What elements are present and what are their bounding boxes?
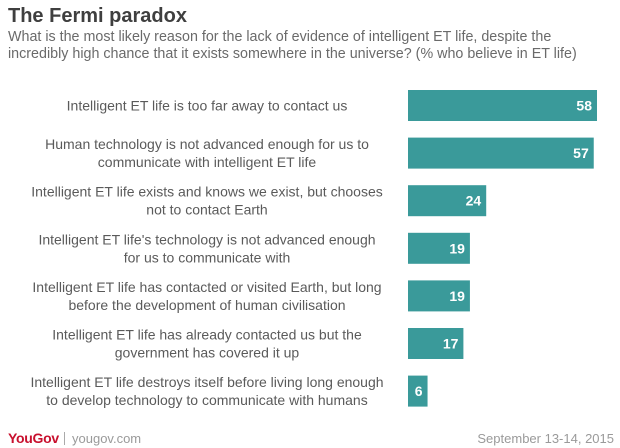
footer-date: September 13-14, 2015 (477, 431, 614, 446)
category-label: Human technology is not advanced enough … (45, 136, 369, 170)
yougov-logo: YouGov (8, 430, 59, 446)
bar-value-label: 6 (415, 383, 423, 399)
category-label-line: before the development of human civilisa… (68, 297, 345, 313)
footer: YouGov yougov.com September 13-14, 2015 (8, 430, 614, 448)
category-label-line: Intelligent ET life has contacted or vis… (32, 279, 381, 295)
category-label-line: government has covered it up (115, 345, 300, 361)
category-label-line: not to contact Earth (146, 202, 267, 218)
category-label: Intelligent ET life has contacted or vis… (32, 279, 381, 313)
category-label-line: Intelligent ET life exists and knows we … (31, 184, 382, 200)
bar-value-label: 58 (576, 98, 592, 114)
bar-chart: Intelligent ET life is too far away to c… (30, 90, 597, 408)
bar-value-label: 17 (443, 336, 459, 352)
category-label-line: Intelligent ET life's technology is not … (38, 231, 375, 247)
category-label-line: for us to communicate with (124, 249, 291, 265)
category-label-line: Intelligent ET life has already contacte… (52, 327, 362, 343)
category-label: Intelligent ET life is too far away to c… (67, 98, 348, 114)
bar-value-label: 24 (466, 193, 482, 209)
bar (408, 232, 470, 264)
chart-title: The Fermi paradox (8, 5, 187, 27)
bar (408, 280, 470, 312)
bar (408, 185, 487, 217)
bar-value-label: 19 (449, 288, 465, 304)
bar-value-label: 19 (449, 240, 465, 256)
category-label: Intelligent ET life exists and knows we … (31, 184, 382, 218)
category-label: Intelligent ET life has already contacte… (52, 327, 362, 361)
bar (408, 328, 464, 359)
bar (408, 375, 428, 407)
bar (408, 90, 597, 121)
category-label-line: Intelligent ET life destroys itself befo… (30, 374, 383, 390)
category-label: Intelligent ET life destroys itself befo… (30, 374, 383, 408)
category-label: Intelligent ET life's technology is not … (38, 231, 375, 265)
bar-value-label: 57 (573, 145, 589, 161)
footer-divider (64, 432, 65, 445)
category-label-line: communicate with intelligent ET life (98, 154, 317, 170)
bar (408, 137, 594, 169)
chart-subtitle: What is the most likely reason for the l… (8, 29, 577, 62)
category-label-line: to develop technology to communicate wit… (46, 392, 367, 408)
category-label-line: Human technology is not advanced enough … (45, 136, 369, 152)
footer-site: yougov.com (72, 431, 142, 446)
category-label-line: Intelligent ET life is too far away to c… (67, 98, 348, 114)
